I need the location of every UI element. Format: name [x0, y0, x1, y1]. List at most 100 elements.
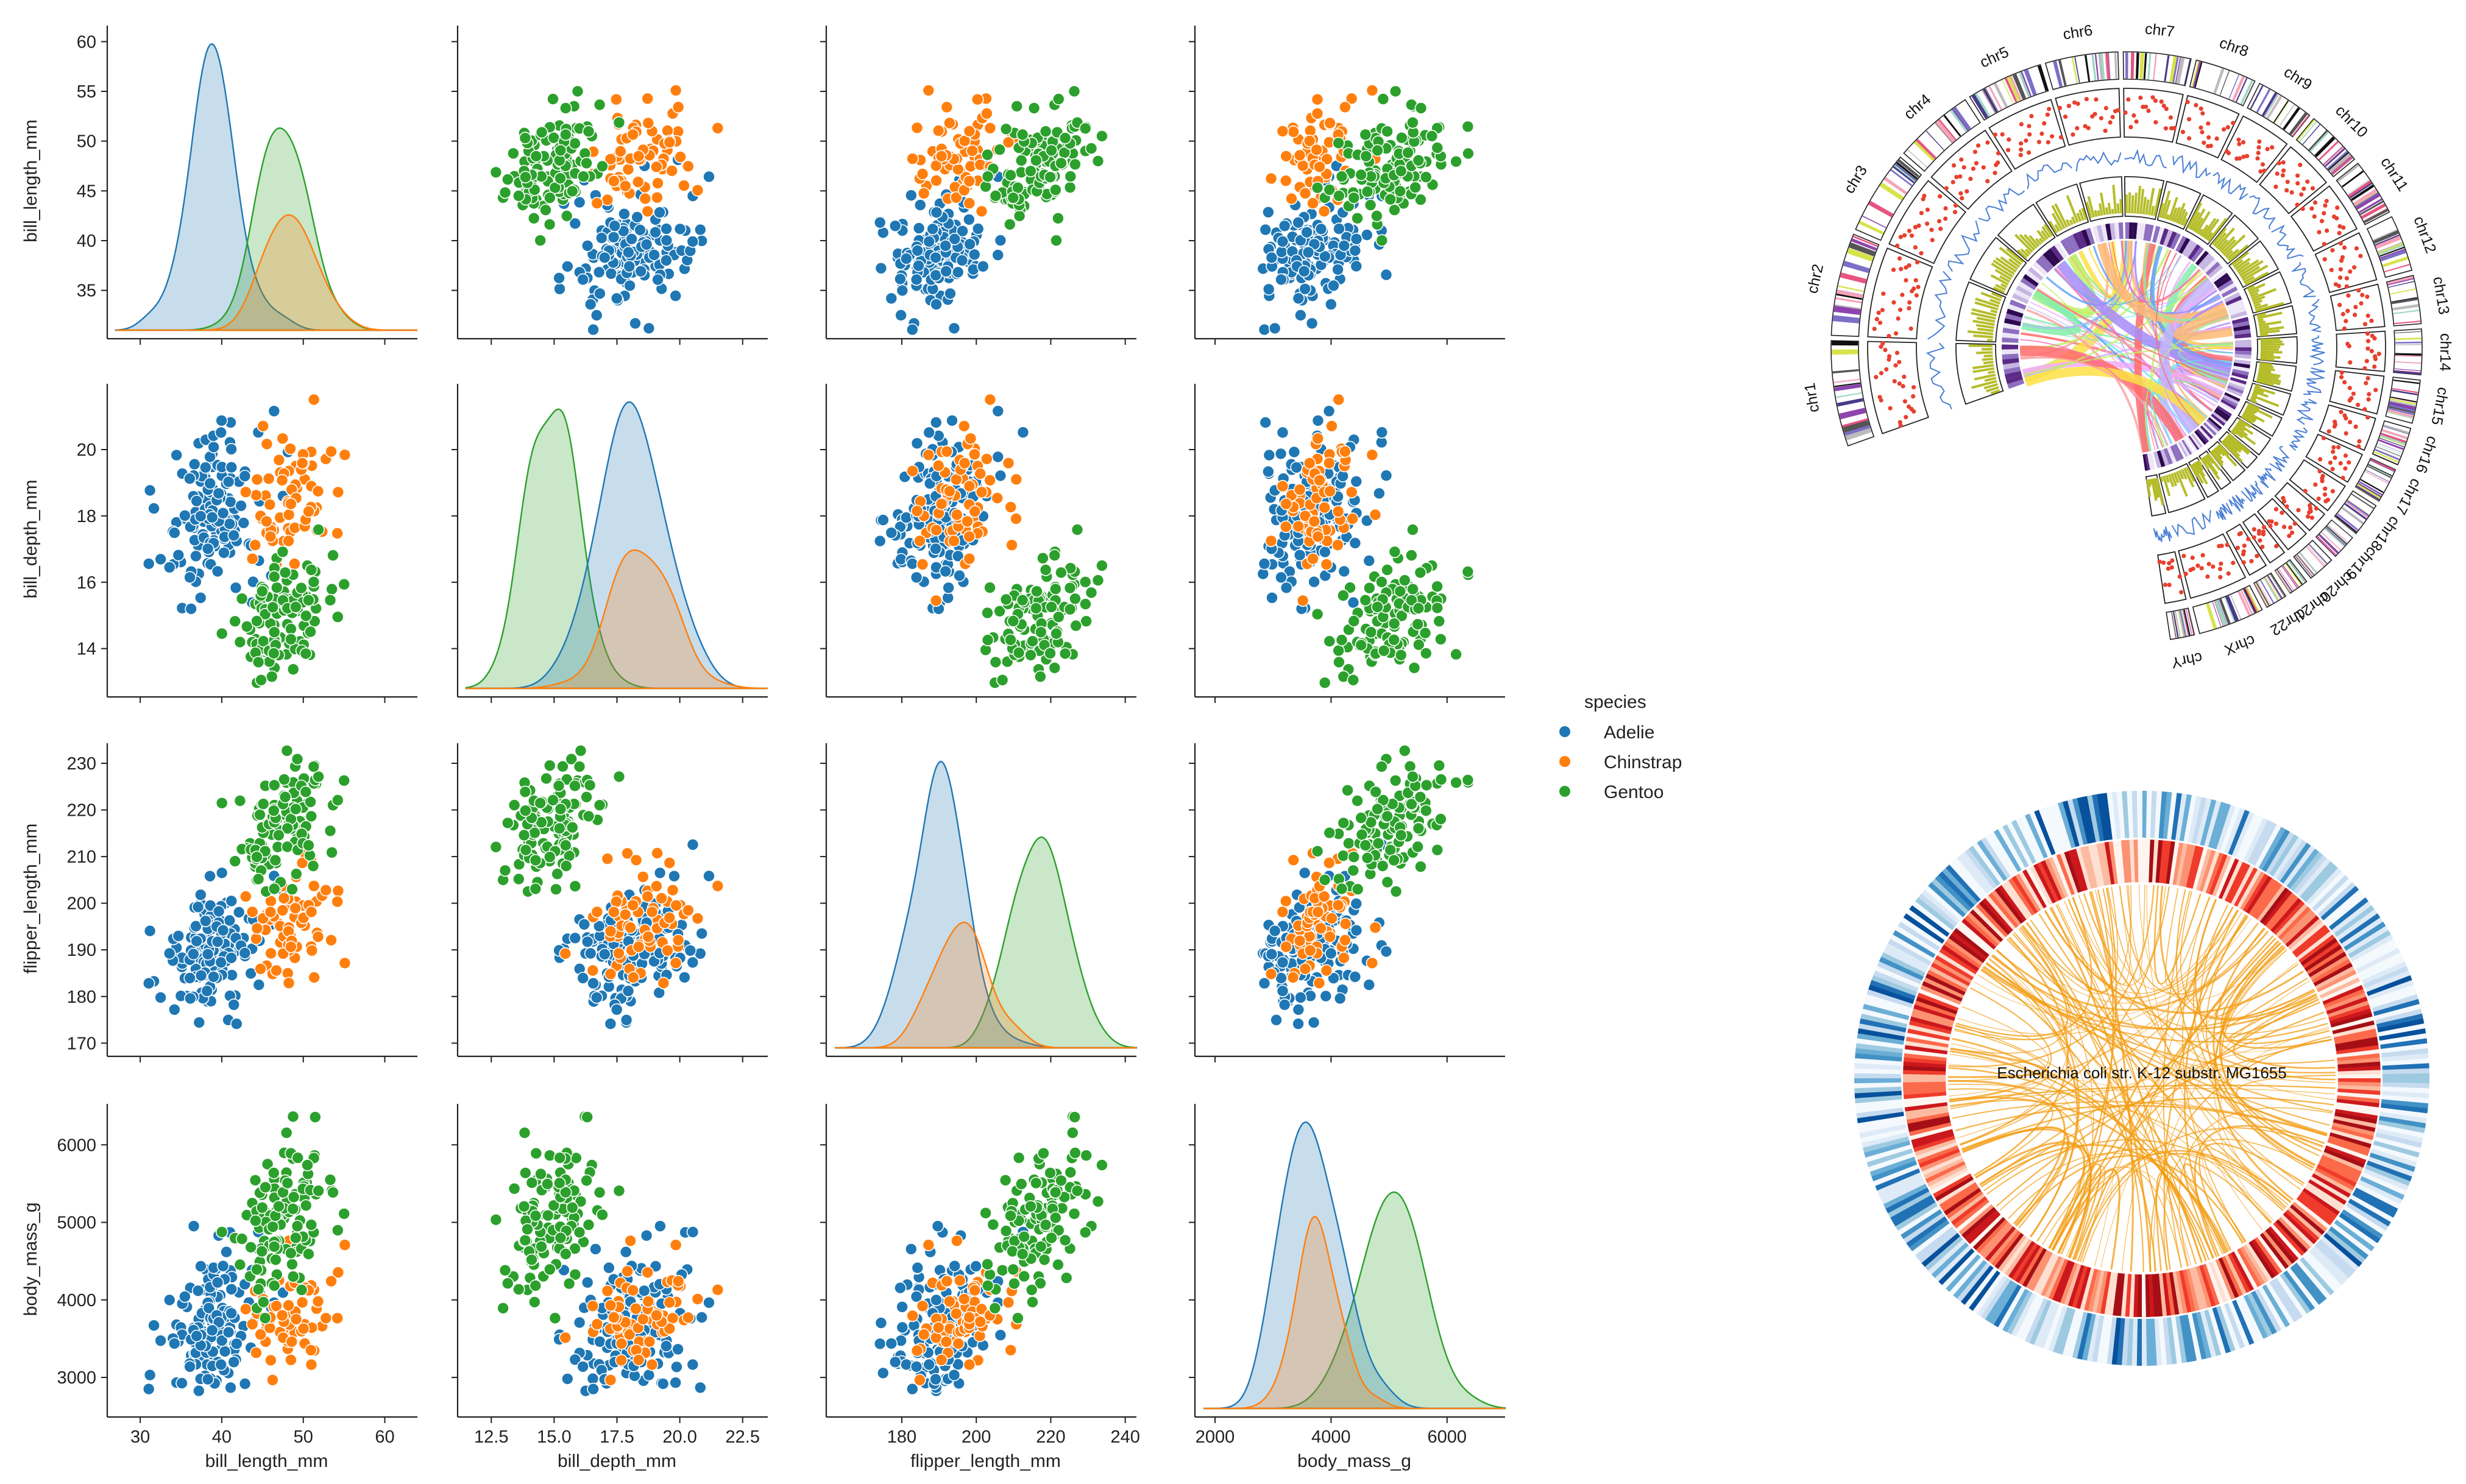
x-tick-label: 12.5: [474, 1427, 508, 1447]
point-chinstrap: [605, 1299, 617, 1311]
point-gentoo: [1067, 1127, 1079, 1139]
point-gentoo: [1412, 841, 1423, 853]
point-chinstrap: [944, 1296, 955, 1307]
point-adelie: [1350, 476, 1362, 487]
scatter-point: [2000, 132, 2005, 136]
point-adelie: [885, 292, 897, 304]
point-chinstrap: [559, 948, 571, 959]
point-chinstrap: [652, 177, 664, 189]
point-gentoo: [1365, 199, 1376, 211]
point-chinstrap: [673, 1276, 684, 1287]
point-adelie: [940, 240, 951, 252]
point-gentoo: [1377, 860, 1389, 872]
point-gentoo: [1406, 549, 1417, 561]
point-adelie: [582, 240, 593, 252]
point-adelie: [587, 978, 599, 989]
point-chinstrap: [1294, 935, 1306, 947]
point-gentoo: [251, 1263, 263, 1275]
point-gentoo: [1381, 125, 1393, 137]
point-gentoo: [1050, 184, 1061, 196]
point-chinstrap: [1005, 1344, 1016, 1356]
point-chinstrap: [692, 1293, 703, 1305]
point-chinstrap: [1277, 125, 1288, 137]
scatter-point: [2194, 103, 2198, 107]
point-gentoo: [1352, 883, 1364, 895]
point-chinstrap: [297, 458, 308, 469]
point-gentoo: [1412, 602, 1424, 614]
point-chinstrap: [692, 913, 703, 924]
point-gentoo: [502, 174, 514, 185]
point-gentoo: [269, 1241, 280, 1253]
point-chinstrap: [240, 486, 252, 498]
point-gentoo: [513, 1284, 525, 1295]
point-adelie: [218, 507, 229, 519]
chromosome-label: chr11: [2377, 154, 2411, 194]
point-gentoo: [1435, 634, 1447, 645]
legend-marker-chinstrap: [1559, 756, 1570, 767]
point-gentoo: [1343, 838, 1355, 849]
point-chinstrap: [664, 912, 675, 924]
point-chinstrap: [1339, 935, 1351, 946]
point-adelie: [169, 527, 180, 539]
scatter-point: [2094, 97, 2098, 102]
point-chinstrap: [940, 1336, 952, 1348]
point-gentoo: [305, 1219, 317, 1231]
point-gentoo: [1096, 130, 1108, 142]
point-gentoo: [1355, 812, 1367, 824]
scatter-point: [2337, 284, 2341, 288]
point-adelie: [954, 570, 965, 582]
point-adelie: [912, 1262, 923, 1274]
point-chinstrap: [1312, 108, 1323, 119]
point-adelie: [948, 322, 960, 334]
point-adelie: [885, 1338, 897, 1349]
scatter-point: [2348, 269, 2352, 274]
point-adelie: [171, 450, 182, 461]
scatter-point: [2226, 125, 2230, 129]
point-adelie: [195, 1260, 207, 1272]
point-chinstrap: [1366, 449, 1378, 461]
point-chinstrap: [277, 433, 288, 444]
scatter-point: [2206, 135, 2211, 140]
panel-bill_depth_mm-vs-body_mass_g: [1189, 384, 1505, 703]
scatter-point: [2199, 107, 2203, 111]
point-gentoo: [216, 628, 228, 640]
point-gentoo: [1372, 601, 1383, 613]
scatter-point: [1875, 317, 1879, 321]
scatter-point: [2231, 121, 2235, 125]
point-gentoo: [544, 192, 556, 203]
point-chinstrap: [339, 957, 350, 969]
point-gentoo: [490, 841, 501, 853]
scatter-track: [1868, 248, 1932, 339]
point-adelie: [202, 949, 214, 960]
point-gentoo: [1409, 182, 1421, 193]
point-gentoo: [1065, 604, 1076, 615]
point-gentoo: [554, 804, 566, 815]
scatter-point: [2298, 163, 2302, 167]
point-gentoo: [290, 601, 302, 613]
point-gentoo: [236, 593, 248, 604]
point-chinstrap: [1288, 854, 1299, 866]
point-gentoo: [1017, 595, 1029, 606]
point-adelie: [590, 1243, 601, 1255]
point-gentoo: [1025, 649, 1036, 661]
point-gentoo: [990, 656, 1001, 668]
line-track: [2293, 262, 2315, 297]
point-gentoo: [542, 1178, 553, 1190]
point-chinstrap: [944, 118, 955, 129]
point-chinstrap: [907, 153, 918, 164]
point-chinstrap: [264, 906, 276, 918]
point-chinstrap: [1307, 197, 1319, 209]
point-chinstrap: [917, 1300, 929, 1312]
point-adelie: [218, 925, 229, 936]
point-chinstrap: [325, 1276, 337, 1287]
point-chinstrap: [608, 906, 620, 918]
point-chinstrap: [712, 1284, 723, 1296]
point-gentoo: [1093, 574, 1104, 586]
x-tick-label: 50: [294, 1427, 313, 1447]
point-gentoo: [490, 166, 501, 178]
point-adelie: [582, 1277, 593, 1288]
scatter-point: [2059, 135, 2063, 140]
scatter-point: [2325, 199, 2329, 203]
point-chinstrap: [1312, 906, 1323, 918]
